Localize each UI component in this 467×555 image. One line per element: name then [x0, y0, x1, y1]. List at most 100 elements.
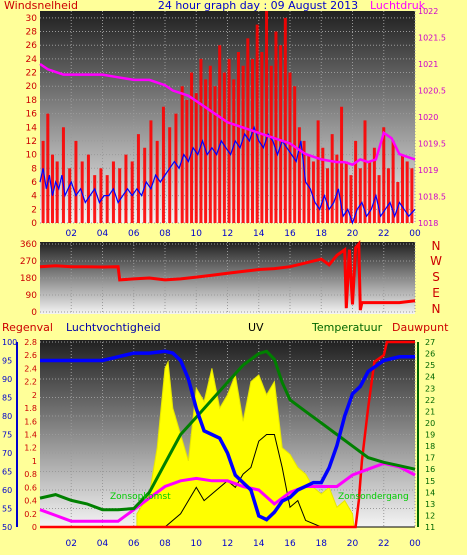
- wind-panel-series: [39, 11, 416, 225]
- uv-tick-label: 1: [32, 457, 37, 466]
- temperature-tick-label: 18: [425, 442, 435, 451]
- x-tick-label: 20: [347, 229, 359, 239]
- uv-tick-label: 2.8: [24, 338, 37, 347]
- wind-tick-label: 18: [26, 96, 38, 106]
- pressure-tick-label: 1020: [418, 113, 438, 122]
- wind-tick-label: 0: [31, 219, 37, 229]
- wind-tick-label: 20: [26, 82, 38, 92]
- temperature-tick-label: 17: [425, 454, 435, 463]
- wind-tick-label: 10: [26, 151, 38, 161]
- wind-tick-label: 22: [26, 69, 37, 79]
- x-tick-label: 06: [128, 539, 140, 549]
- humidity-tick-label: 85: [2, 394, 12, 403]
- climate-panel-axes: 50 55 60 65 70 75 80 85 90 95 100 0 0.2 0.4 0.6 0.8 1 1.2…: [2, 338, 435, 532]
- direction-label-n-bottom: N: [432, 302, 441, 316]
- x-tick-label: 14: [253, 229, 265, 239]
- pressure-tick-label: 1019.5: [418, 140, 446, 149]
- temperature-tick-label: 24: [425, 373, 435, 382]
- sunrise-label: Zonsopkomst: [110, 492, 171, 502]
- uv-tick-label: 0: [32, 523, 37, 532]
- temperature-tick-label: 21: [425, 407, 435, 416]
- uv-title: UV: [248, 321, 264, 334]
- humidity-tick-label: 55: [2, 505, 12, 514]
- pressure-tick-label: 1022: [418, 7, 438, 16]
- x-tick-label: 10: [191, 229, 203, 239]
- x-tick-label: 02: [66, 539, 77, 549]
- wind-panel-axes: 02468101214161820222426283010181018.5101…: [26, 7, 446, 229]
- x-tick-label: 00: [409, 539, 421, 549]
- humidity-tick-label: 50: [2, 523, 12, 532]
- humidity-title: Luchtvochtigheid: [66, 321, 161, 334]
- x-tick-label: 20: [347, 539, 359, 549]
- uv-tick-label: 1.8: [24, 404, 37, 413]
- direction-tick-label: 90: [26, 291, 38, 301]
- uv-line: [133, 434, 415, 528]
- direction-tick-label: 0: [31, 308, 37, 318]
- climate-panel-grid: [40, 341, 416, 528]
- wind-tick-label: 8: [31, 164, 37, 174]
- temperature-line: [39, 349, 416, 512]
- dewpoint-line: [39, 461, 416, 523]
- wind-direction-line: [39, 239, 416, 311]
- x-tick-label: 22: [378, 229, 389, 239]
- uv-tick-label: 0.2: [24, 510, 37, 519]
- temperature-tick-label: 22: [425, 396, 435, 405]
- x-tick-label: 16: [284, 539, 296, 549]
- direction-labels: N W S E N: [430, 239, 442, 316]
- x-tick-label: 22: [378, 539, 389, 549]
- x-tick-label: 18: [316, 539, 328, 549]
- wind-tick-label: 12: [26, 137, 37, 147]
- pressure-tick-label: 1021: [418, 60, 438, 69]
- temperature-tick-label: 20: [425, 419, 435, 428]
- uv-tick-label: 1.6: [24, 417, 37, 426]
- temperature-tick-label: 11: [425, 523, 435, 532]
- direction-panel-series: [39, 239, 416, 311]
- dewpoint-title: Dauwpunt: [392, 321, 449, 334]
- temperature-tick-label: 13: [425, 500, 435, 509]
- wind-tick-label: 14: [26, 123, 38, 133]
- direction-label-e: E: [432, 286, 440, 300]
- wind-tick-label: 24: [26, 55, 38, 65]
- uv-tick-label: 0.8: [24, 470, 37, 479]
- direction-tick-label: 270: [20, 257, 37, 267]
- direction-tick-label: 180: [20, 274, 37, 284]
- uv-tick-label: 1.2: [24, 444, 37, 453]
- direction-label-w: W: [430, 254, 442, 268]
- x-tick-label: 08: [159, 539, 171, 549]
- wind-tick-label: 16: [26, 110, 38, 120]
- temperature-tick-label: 26: [425, 350, 435, 359]
- x-tick-label: 10: [191, 539, 203, 549]
- x-tick-label: 18: [316, 229, 328, 239]
- temperature-tick-label: 19: [425, 431, 435, 440]
- uv-tick-label: 2.6: [24, 351, 37, 360]
- temperature-tick-label: 16: [425, 465, 435, 474]
- x-tick-label: 04: [97, 229, 109, 239]
- climate-panel-x-ticks: 02 04 06 08 10 12 14 16 18 20 22 00: [66, 539, 421, 549]
- graph-title: 24 hour graph day : 09 August 2013: [158, 0, 358, 12]
- uv-tick-label: 2: [32, 391, 37, 400]
- pressure-tick-label: 1018.5: [418, 193, 446, 202]
- humidity-tick-label: 80: [2, 412, 12, 421]
- wind-tick-label: 26: [26, 41, 38, 51]
- pressure-tick-label: 1021.5: [418, 34, 446, 43]
- uv-tick-label: 1.4: [24, 431, 37, 440]
- humidity-tick-label: 90: [2, 375, 12, 384]
- pressure-line: [39, 62, 416, 167]
- humidity-tick-label: 70: [2, 449, 12, 458]
- humidity-tick-label: 100: [2, 338, 17, 347]
- temperature-tick-label: 15: [425, 477, 435, 486]
- x-tick-label: 12: [222, 229, 233, 239]
- x-tick-label: 04: [97, 539, 109, 549]
- x-tick-label: 02: [66, 229, 77, 239]
- wind-tick-label: 30: [26, 14, 38, 24]
- direction-panel-axes: 0 90 180 270 360: [20, 240, 37, 318]
- wind-tick-label: 2: [31, 205, 37, 215]
- rain-line: [40, 340, 415, 529]
- climate-panel-series: [39, 340, 416, 529]
- x-tick-label: 12: [222, 539, 233, 549]
- wind-tick-label: 4: [31, 192, 37, 202]
- direction-label-s: S: [432, 270, 440, 284]
- direction-tick-label: 360: [20, 240, 37, 250]
- x-tick-label: 00: [409, 229, 421, 239]
